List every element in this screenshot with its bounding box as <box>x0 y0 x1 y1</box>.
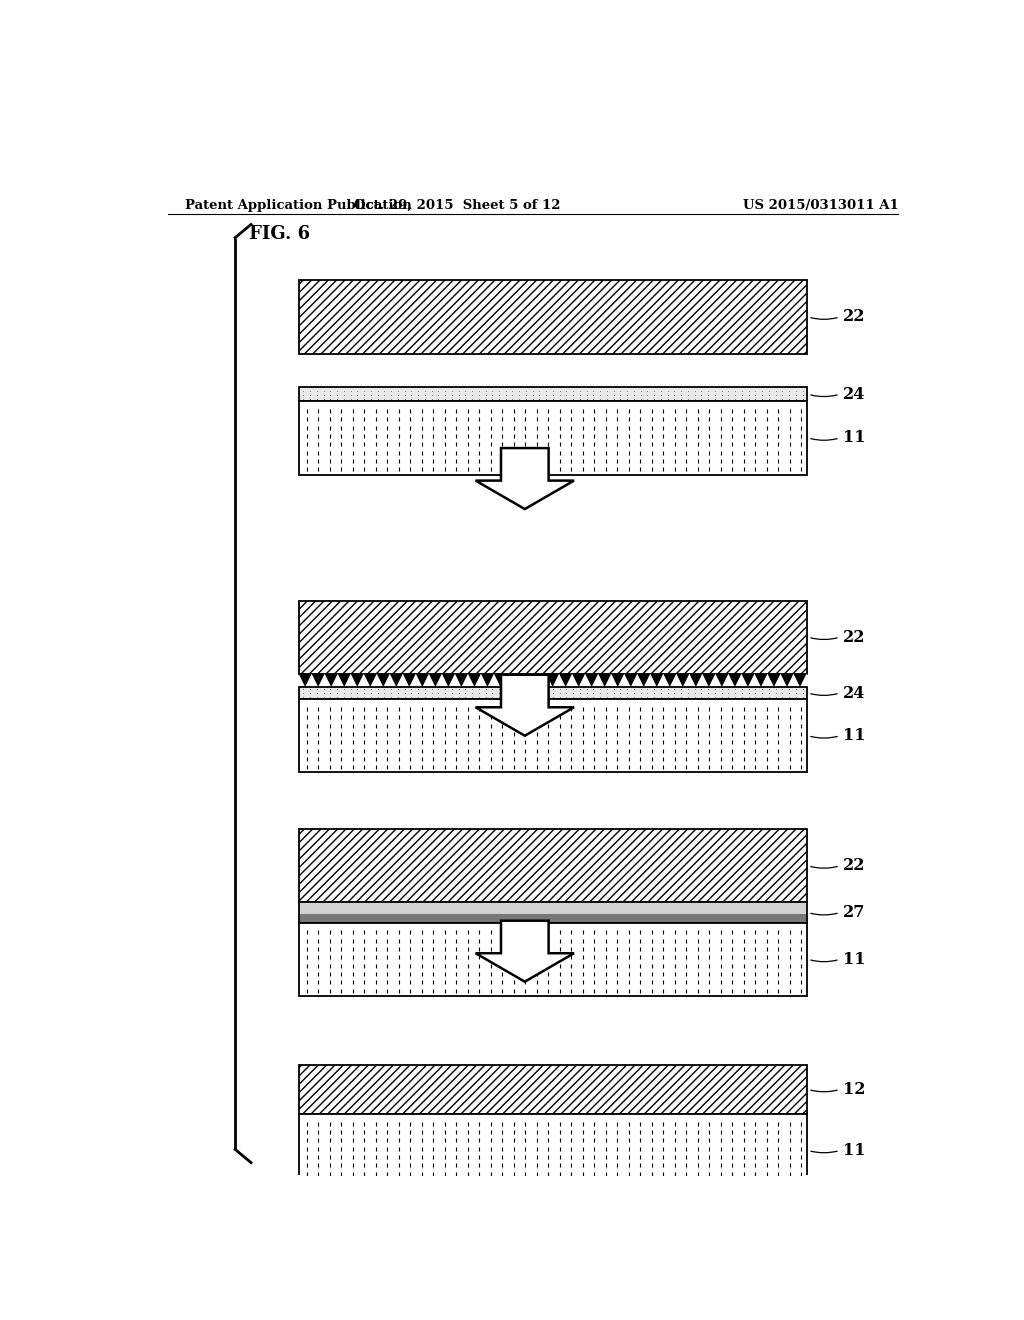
Bar <box>299 1065 807 1114</box>
Polygon shape <box>728 673 741 686</box>
Bar <box>299 401 807 474</box>
Polygon shape <box>794 673 807 686</box>
Polygon shape <box>481 673 494 686</box>
Bar <box>299 923 807 995</box>
Bar <box>299 903 807 913</box>
Polygon shape <box>741 673 755 686</box>
Text: 11: 11 <box>843 727 865 744</box>
Polygon shape <box>585 673 598 686</box>
Polygon shape <box>702 673 716 686</box>
Bar <box>299 700 807 772</box>
Polygon shape <box>455 673 468 686</box>
Text: FIG. 6: FIG. 6 <box>249 226 309 243</box>
Text: 11: 11 <box>843 429 865 446</box>
Polygon shape <box>429 673 442 686</box>
Polygon shape <box>546 673 559 686</box>
Polygon shape <box>299 673 311 686</box>
Polygon shape <box>311 673 325 686</box>
Polygon shape <box>572 673 585 686</box>
Polygon shape <box>520 673 534 686</box>
Polygon shape <box>475 675 574 735</box>
Polygon shape <box>325 673 338 686</box>
Polygon shape <box>611 673 625 686</box>
Bar <box>299 280 807 354</box>
Polygon shape <box>664 673 676 686</box>
Polygon shape <box>350 673 364 686</box>
Bar <box>299 673 807 686</box>
Text: Oct. 29, 2015  Sheet 5 of 12: Oct. 29, 2015 Sheet 5 of 12 <box>354 199 560 213</box>
Polygon shape <box>468 673 481 686</box>
Bar <box>299 601 807 673</box>
Polygon shape <box>364 673 377 686</box>
Polygon shape <box>755 673 767 686</box>
Polygon shape <box>377 673 390 686</box>
Polygon shape <box>494 673 507 686</box>
Polygon shape <box>637 673 650 686</box>
Text: US 2015/0313011 A1: US 2015/0313011 A1 <box>743 199 899 213</box>
Text: 11: 11 <box>843 1142 865 1159</box>
Text: 22: 22 <box>843 309 865 326</box>
Polygon shape <box>650 673 664 686</box>
Polygon shape <box>475 447 574 510</box>
Text: 27: 27 <box>843 904 865 921</box>
Polygon shape <box>442 673 455 686</box>
Bar <box>299 1114 807 1187</box>
Polygon shape <box>676 673 689 686</box>
Text: 12: 12 <box>843 1081 865 1098</box>
Bar <box>299 387 807 401</box>
Polygon shape <box>534 673 546 686</box>
Bar <box>299 829 807 903</box>
Polygon shape <box>598 673 611 686</box>
Text: 24: 24 <box>843 685 865 701</box>
Polygon shape <box>625 673 637 686</box>
Polygon shape <box>559 673 572 686</box>
Text: 22: 22 <box>843 857 865 874</box>
Polygon shape <box>475 921 574 982</box>
Bar <box>299 913 807 923</box>
Polygon shape <box>338 673 350 686</box>
Bar <box>299 903 807 923</box>
Polygon shape <box>402 673 416 686</box>
Polygon shape <box>780 673 794 686</box>
Polygon shape <box>689 673 702 686</box>
Polygon shape <box>390 673 402 686</box>
Polygon shape <box>767 673 780 686</box>
Bar <box>299 686 807 700</box>
Text: 24: 24 <box>843 385 865 403</box>
Text: 11: 11 <box>843 950 865 968</box>
Polygon shape <box>416 673 429 686</box>
Polygon shape <box>716 673 728 686</box>
Polygon shape <box>507 673 520 686</box>
Text: Patent Application Publication: Patent Application Publication <box>185 199 412 213</box>
Text: 22: 22 <box>843 628 865 645</box>
